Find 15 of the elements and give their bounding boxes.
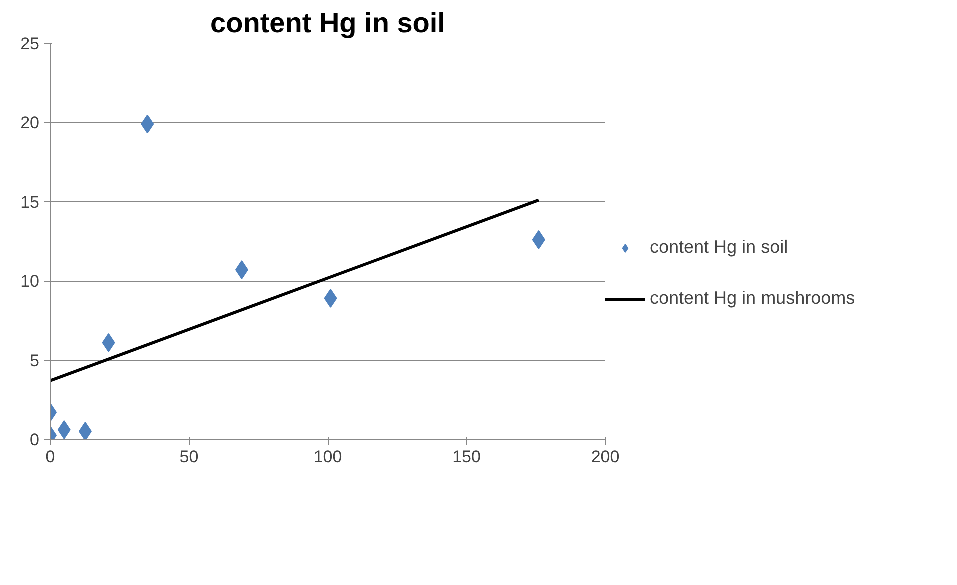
legend-label: content Hg in soil (650, 237, 788, 258)
x-tick-label: 200 (591, 448, 620, 466)
x-tick-label: 100 (314, 448, 342, 466)
x-tick-label: 50 (180, 448, 199, 466)
y-tick-label: 10 (20, 272, 40, 292)
x-tick-label: 0 (46, 448, 56, 466)
y-tick-label: 20 (20, 114, 40, 133)
y-tick-label: 15 (20, 192, 40, 212)
y-tick-label: 0 (30, 430, 40, 450)
chart-title: content Hg in soil (210, 8, 446, 38)
y-tick-label: 5 (30, 351, 40, 370)
y-tick-label: 25 (20, 34, 40, 54)
x-tick-label: 150 (452, 448, 481, 466)
point (78, 422, 92, 440)
legend-label: content Hg in mushrooms (650, 288, 856, 309)
